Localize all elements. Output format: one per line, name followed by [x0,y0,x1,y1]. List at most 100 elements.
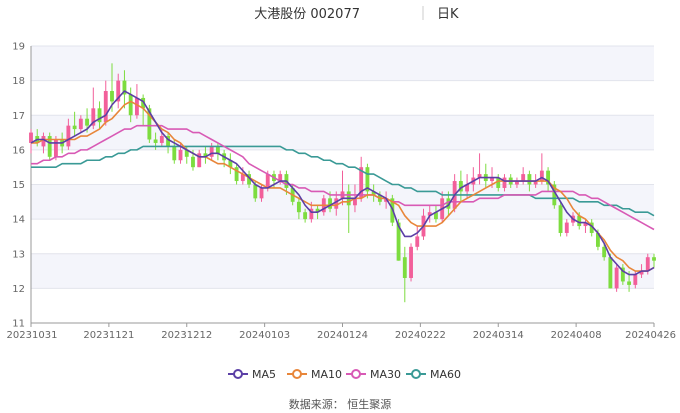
x-tick-label: 20231031 [7,330,58,341]
candle-body [47,136,52,157]
data-source: 数据来源： 恒生聚源 [289,397,392,411]
candle-body [78,118,83,130]
candle-body [253,184,258,199]
legend-item-ma30[interactable]: MA30 [346,368,401,381]
candle-body [490,177,494,182]
x-tick-label: 20240426 [625,330,676,341]
candle-body [103,91,108,123]
candle-body [159,136,164,143]
candle-body [627,281,632,285]
candle-body [334,198,339,209]
y-tick-label: 11 [12,319,25,330]
candle-body [371,191,376,195]
candle-body [203,153,208,157]
candle-body [85,118,90,126]
x-axis: 20231031 20231121 20231212 20240103 20240124… [7,322,676,341]
candle-body [172,146,177,161]
candle-body [328,198,332,209]
candle-body [240,174,245,182]
candle-body [602,246,607,258]
candle-body [209,146,214,157]
candle-body [502,177,507,188]
candle-body [66,125,71,147]
candle-body [434,212,438,220]
grid-band [31,253,654,289]
candle-body [315,208,320,213]
y-tick-label: 12 [12,284,25,295]
candle-body [539,170,544,182]
candle-body [409,246,413,278]
x-tick-label: 20240124 [317,330,368,341]
legend-marker [411,369,421,379]
legend[interactable]: MA5 MA10 MA30 MA60 [228,368,461,381]
candle-body [577,215,582,227]
candle-body [141,97,146,109]
candle-body [29,132,33,143]
candle-body [564,222,569,233]
candle-body [396,222,401,261]
legend-item-ma5[interactable]: MA5 [228,368,276,381]
x-tick-label: 20240408 [551,330,602,341]
candle-body [359,167,364,199]
candle-body [645,257,650,272]
candle-body [477,174,482,178]
candle-body [608,257,613,289]
candle-body [110,91,114,102]
ma30-line [31,124,655,231]
y-tick-label: 16 [12,145,25,156]
moving-average-lines [30,90,655,276]
candle-body [533,181,538,185]
candle-body [259,187,264,199]
candle-body [415,236,420,247]
chart-period: 日K [437,7,459,22]
legend-marker [233,369,243,379]
x-tick-label: 20240103 [239,330,290,341]
chart-title: 大港股份 002077 [254,7,360,22]
candle-body [178,149,183,161]
candle-body [122,80,127,95]
candle-body [309,208,314,220]
y-tick-label: 13 [12,249,25,260]
candle-body [228,160,233,168]
candle-body [215,146,220,154]
candle-body [247,174,251,185]
candle-body [458,181,463,192]
y-tick-label: 15 [12,180,25,191]
candle-body [303,212,308,220]
candle-body [427,212,432,216]
candle-body [147,108,152,140]
candle-body [153,139,158,143]
x-tick-label: 20240222 [395,330,446,341]
legend-label: MA5 [252,368,276,381]
ma60-line [31,145,655,217]
candle-body [465,184,470,192]
y-axis: 11 12 13 14 15 16 17 18 19 [12,42,32,330]
legend-item-ma10[interactable]: MA10 [287,368,342,381]
candle-body [197,153,202,168]
x-tick-label: 20231212 [161,330,212,341]
candle-body [652,257,656,261]
candle-body [552,184,557,206]
legend-marker [292,369,302,379]
candle-body [620,267,625,282]
candle-body [546,170,551,185]
grid-band [31,115,654,150]
candle-body [353,198,357,206]
candle-body [184,149,189,157]
candle-body [234,167,239,182]
candle-body [558,205,563,233]
candle-body [91,108,96,126]
candle-body [496,177,501,188]
candle-body [402,257,407,278]
ma5-line [30,90,655,276]
candle-body [639,271,644,275]
x-tick-label: 20231121 [83,330,134,341]
candle-body [521,174,526,182]
candle-body [97,108,102,123]
candle-body [595,232,600,247]
candle-body [296,201,301,213]
candle-body [53,139,58,157]
candle-body [128,94,133,116]
candle-body [134,97,139,116]
legend-item-ma60[interactable]: MA60 [406,368,461,381]
